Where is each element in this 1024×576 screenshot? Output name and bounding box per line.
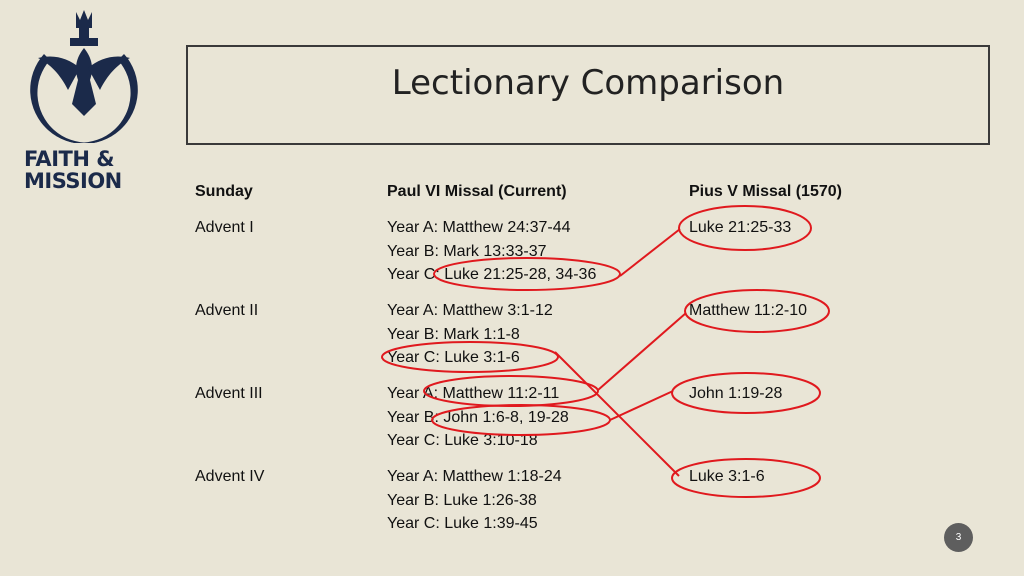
paul-readings-advent-3: Year A: Matthew 11:2-11 Year B: John 1:6… [387,382,569,453]
dove-crown-icon [30,10,138,143]
link-advent3-a [597,312,687,391]
reading-year-a: Year A: Matthew 3:1-12 [387,302,553,319]
page-title: Lectionary Comparison [391,63,785,103]
pius-reading-advent-3: John 1:19-28 [689,385,783,402]
reading-year-b: Year B: Mark 1:1-8 [387,325,520,343]
page-number-badge: 3 [944,523,973,552]
sunday-advent-1: Advent I [195,219,254,236]
reading-year-c: Year C: Luke 3:10-18 [387,432,538,449]
reading-year-b: Year B: John 1:6-8, 19-28 [387,408,569,426]
logo-text-line2: MISSION [24,169,122,193]
sunday-advent-3: Advent III [195,385,263,402]
reading-year-a: Year A: Matthew 11:2-11 [387,385,560,402]
reading-year-c: Year C: Luke 21:25-28, 34-36 [387,266,597,283]
faith-mission-logo: FAITH & MISSION [24,8,144,193]
pius-reading-advent-1: Luke 21:25-33 [689,219,792,236]
paul-readings-advent-2: Year A: Matthew 3:1-12 Year B: Mark 1:1-… [387,299,553,370]
pius-reading-advent-2: Matthew 11:2-10 [689,302,807,319]
reading-year-b: Year B: Mark 13:33-37 [387,242,547,260]
link-advent2-c [554,351,680,477]
column-header-paul-vi: Paul VI Missal (Current) [387,183,567,200]
reading-year-b: Year B: Luke 1:26-38 [387,491,537,509]
reading-year-a: Year A: Matthew 24:37-44 [387,219,571,236]
reading-year-a: Year A: Matthew 1:18-24 [387,468,562,485]
column-header-pius-v: Pius V Missal (1570) [689,183,842,200]
column-header-sunday: Sunday [195,183,253,200]
link-advent3-b [609,390,674,421]
paul-readings-advent-1: Year A: Matthew 24:37-44 Year B: Mark 13… [387,216,596,287]
sunday-advent-4: Advent IV [195,468,265,485]
logo-text-line1: FAITH & [24,147,115,171]
paul-readings-advent-4: Year A: Matthew 1:18-24 Year B: Luke 1:2… [387,465,562,536]
link-advent1 [619,228,681,277]
reading-year-c: Year C: Luke 1:39-45 [387,515,538,532]
sunday-advent-2: Advent II [195,302,259,319]
pius-reading-advent-4: Luke 3:1-6 [689,468,765,485]
title-box: Lectionary Comparison [186,45,990,145]
reading-year-c: Year C: Luke 3:1-6 [387,349,520,366]
